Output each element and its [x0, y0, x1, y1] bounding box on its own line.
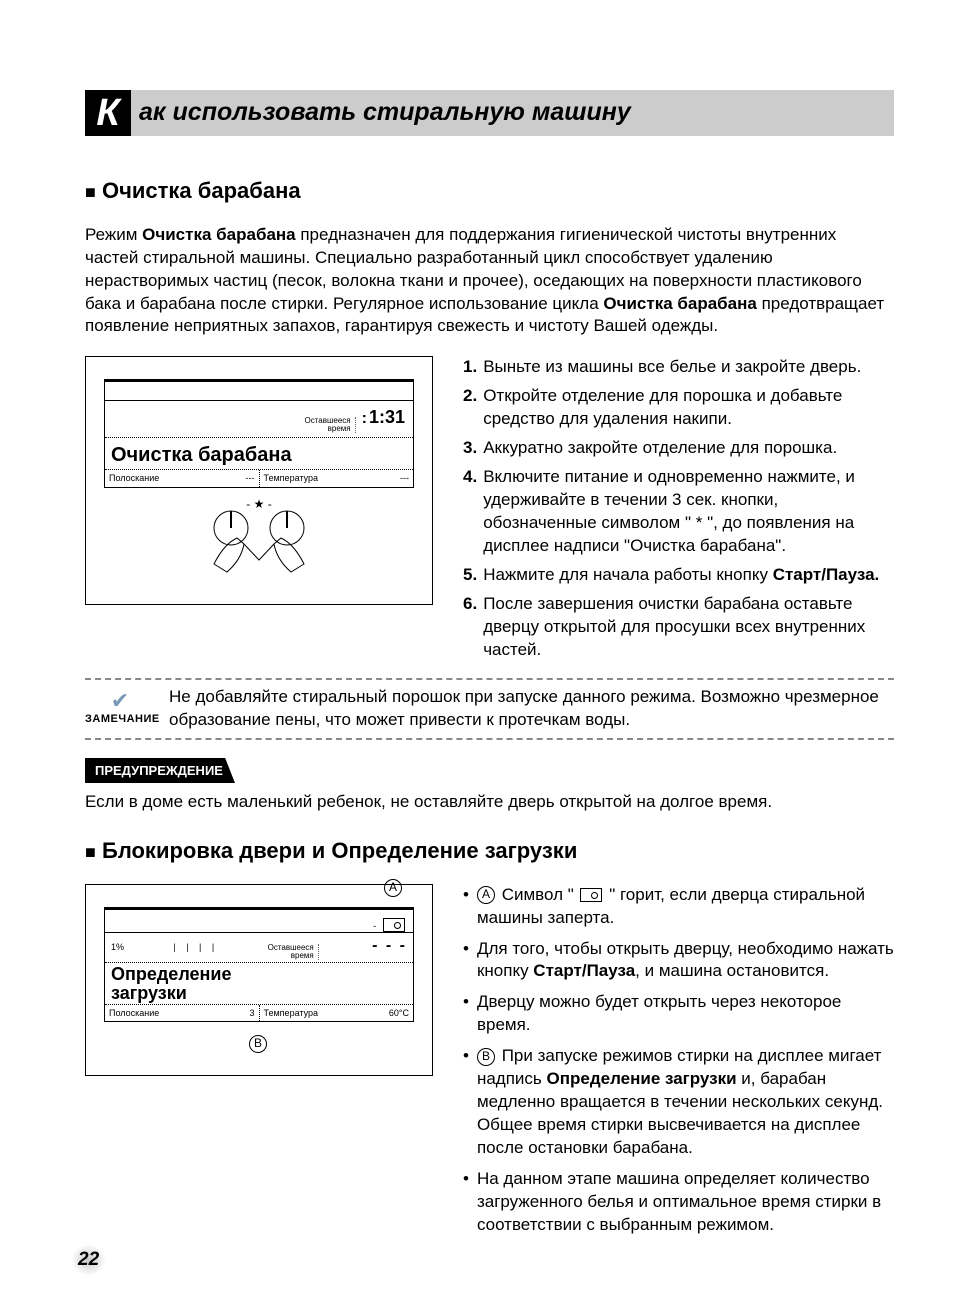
- step-num: 3.: [463, 437, 477, 460]
- step-text: Выньте из машины все белье и закройте дв…: [483, 356, 861, 379]
- letter-b-icon: B: [477, 1048, 495, 1066]
- step-text: Включите питание и одновременно нажмите,…: [483, 466, 894, 558]
- title-text: ак использовать стиральную машину: [131, 90, 894, 136]
- check-icon: ✔: [85, 690, 155, 712]
- note-label: ЗАМЕЧАНИЕ: [85, 712, 155, 727]
- time-colon: :: [362, 408, 367, 430]
- hands-icon: - ★ -: [169, 494, 349, 584]
- temp-value: 60°C: [389, 1007, 409, 1019]
- page-title-bar: К ак использовать стиральную машину: [85, 90, 894, 136]
- rinse-label: Полоскание: [109, 472, 159, 484]
- display-main-text: Очистка барабана: [105, 438, 413, 469]
- display-main-line2: загрузки: [111, 984, 407, 1004]
- note-text: Не добавляйте стиральный порошок при зап…: [169, 686, 894, 732]
- temp-label: Температура: [264, 1007, 319, 1019]
- lock-icon: [580, 888, 602, 902]
- bullet-text: A Символ " " горит, если дверца стиральн…: [477, 884, 894, 930]
- section2-title-text: Блокировка двери и Определение загрузки: [102, 838, 577, 863]
- temp-label: Температура: [264, 472, 319, 484]
- time-label-2: время: [304, 425, 350, 433]
- label-a-icon: A: [384, 879, 402, 897]
- section-marker: ■: [85, 182, 96, 202]
- rinse-label: Полоскание: [109, 1007, 159, 1019]
- step-num: 2.: [463, 385, 477, 431]
- section1-title: ■ Очистка барабана: [85, 176, 894, 206]
- temp-value: ---: [400, 472, 409, 484]
- lock-icon: [383, 918, 405, 932]
- bullet-text: На данном этапе машина определяет количе…: [477, 1168, 894, 1237]
- step-text: После завершения очистки барабана оставь…: [483, 593, 894, 662]
- rinse-value: 3: [249, 1007, 254, 1019]
- section1-intro: Режим Очистка барабана предназначен для …: [85, 224, 894, 339]
- step-num: 5.: [463, 564, 477, 587]
- section2-title: ■ Блокировка двери и Определение загрузк…: [85, 836, 894, 866]
- bullet-text: B При запуске режимов стирки на дисплее …: [477, 1045, 894, 1160]
- time-value: 1:31: [369, 405, 405, 429]
- note-box: ✔ ЗАМЕЧАНИЕ Не добавляйте стиральный пор…: [85, 678, 894, 740]
- step-num: 4.: [463, 466, 477, 558]
- time-label-2: время: [268, 952, 314, 960]
- warning-tag: ПРЕДУПРЕЖДЕНИЕ: [85, 758, 235, 784]
- title-initial: К: [85, 90, 131, 136]
- page-number: 22: [72, 1245, 105, 1275]
- label-b-icon: B: [249, 1035, 267, 1053]
- letter-a-icon: A: [477, 886, 495, 904]
- section-marker: ■: [85, 842, 96, 862]
- step-text: Аккуратно закройте отделение для порошка…: [483, 437, 837, 460]
- step-num: 6.: [463, 593, 477, 662]
- bullet-text: Дверцу можно будет открыть через некотор…: [477, 991, 894, 1037]
- section1-title-text: Очистка барабана: [102, 178, 301, 203]
- display-panel-2: - 1% | | | | Оставшееся время - - - Опре…: [104, 907, 414, 1023]
- bullet-text: Для того, чтобы открыть дверцу, необходи…: [477, 938, 894, 984]
- diagram-door-lock: A - 1% | | | | Оставшееся время - - - Оп…: [85, 884, 433, 1077]
- step-text: Откройте отделение для порошка и добавьт…: [483, 385, 894, 431]
- rinse-value: ---: [246, 472, 255, 484]
- section2-bullets: •A Символ " " горит, если дверца стираль…: [463, 884, 894, 1245]
- step-num: 1.: [463, 356, 477, 379]
- display-panel-1: Оставшееся время : 1:31 Очистка барабана…: [104, 379, 414, 487]
- warning-text: Если в доме есть маленький ребенок, не о…: [85, 791, 894, 814]
- svg-text:- ★ -: - ★ -: [246, 497, 271, 511]
- step-text: Нажмите для начала работы кнопку Старт/П…: [483, 564, 879, 587]
- section1-steps: 1. Выньте из машины все белье и закройте …: [463, 356, 894, 667]
- percent-value: 1%: [111, 941, 124, 953]
- display-main-line1: Определение: [111, 965, 407, 985]
- diagram-drum-clean: Оставшееся время : 1:31 Очистка барабана…: [85, 356, 433, 604]
- time-dashes: - - -: [372, 935, 407, 957]
